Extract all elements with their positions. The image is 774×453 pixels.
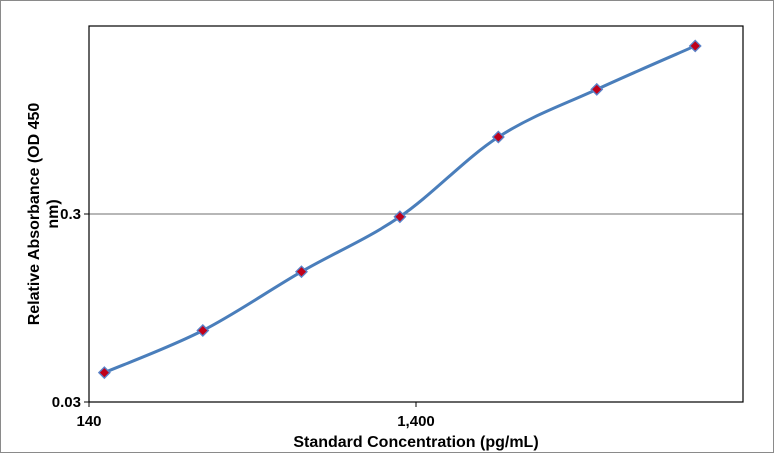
series <box>97 39 702 380</box>
data-point <box>393 210 407 224</box>
data-point <box>196 324 210 338</box>
x-tick-label: 140 <box>76 413 101 430</box>
data-point <box>491 130 505 144</box>
axis-ticks: 0.03 0.3 140 1,400 <box>52 206 435 430</box>
x-tick-label: 1,400 <box>397 413 435 430</box>
data-point <box>590 82 604 96</box>
y-tick-label: 0.3 <box>60 206 81 223</box>
y-axis-title-group: Relative Absorbance (OD 450 nm) <box>26 103 62 326</box>
data-point <box>294 265 308 279</box>
x-axis-title: Standard Concentration (pg/mL) <box>293 434 538 451</box>
y-tick-label: 0.03 <box>52 394 81 411</box>
y-axis-title-line1: Relative Absorbance (OD 450 <box>26 103 43 326</box>
data-point <box>97 366 111 380</box>
data-point <box>688 39 702 53</box>
y-axis-title-line2: nm) <box>45 199 62 228</box>
series-line <box>103 44 696 374</box>
